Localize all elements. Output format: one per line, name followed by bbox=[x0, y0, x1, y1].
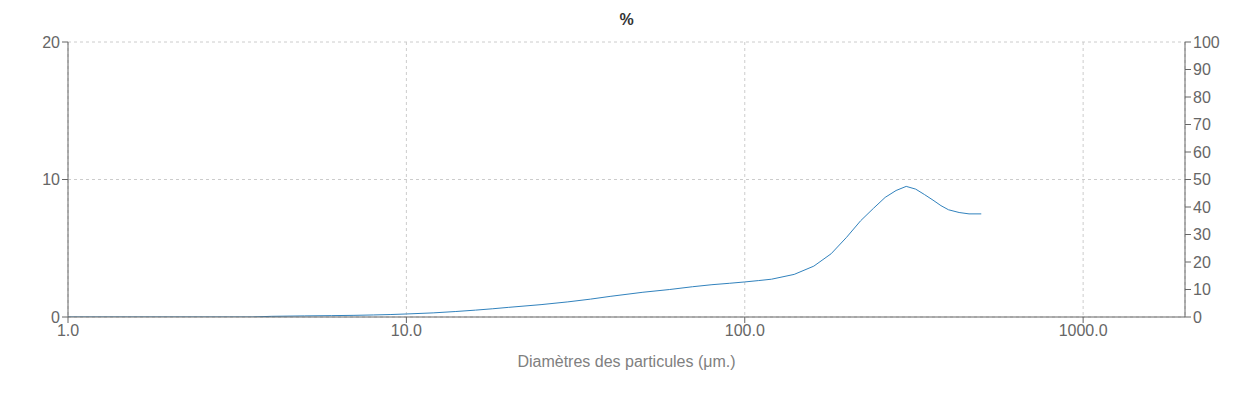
svg-text:10: 10 bbox=[1193, 281, 1211, 298]
svg-text:20: 20 bbox=[1193, 254, 1211, 271]
svg-text:90: 90 bbox=[1193, 61, 1211, 78]
svg-text:20: 20 bbox=[42, 34, 60, 51]
svg-text:60: 60 bbox=[1193, 144, 1211, 161]
svg-text:10.0: 10.0 bbox=[391, 322, 422, 339]
svg-text:80: 80 bbox=[1193, 89, 1211, 106]
svg-text:0: 0 bbox=[1193, 309, 1202, 326]
svg-text:40: 40 bbox=[1193, 199, 1211, 216]
svg-text:1.0: 1.0 bbox=[57, 322, 79, 339]
svg-text:0: 0 bbox=[51, 309, 60, 326]
svg-text:1000.0: 1000.0 bbox=[1059, 322, 1108, 339]
svg-text:Diamètres des particules (μm.): Diamètres des particules (μm.) bbox=[517, 353, 735, 370]
svg-text:100: 100 bbox=[1193, 34, 1220, 51]
svg-text:100.0: 100.0 bbox=[725, 322, 765, 339]
svg-text:30: 30 bbox=[1193, 226, 1211, 243]
svg-text:50: 50 bbox=[1193, 171, 1211, 188]
svg-text:10: 10 bbox=[42, 171, 60, 188]
svg-text:70: 70 bbox=[1193, 116, 1211, 133]
